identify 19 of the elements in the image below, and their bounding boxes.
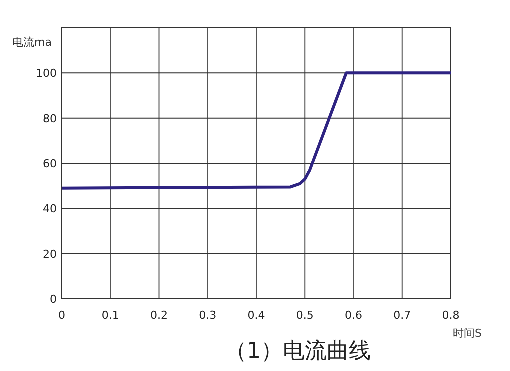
- x-tick-label: 0.2: [150, 309, 168, 322]
- x-tick-label: 0.7: [394, 309, 412, 322]
- x-tick-label: 0.1: [102, 309, 120, 322]
- x-tick-label: 0.5: [296, 309, 314, 322]
- y-tick-label: 40: [43, 202, 57, 216]
- x-tick-label: 0: [58, 309, 66, 322]
- y-tick-label: 0: [50, 293, 57, 306]
- x-tick-label: 0.4: [248, 309, 266, 322]
- y-tick-label: 20: [43, 248, 57, 261]
- y-tick-label: 60: [43, 158, 57, 170]
- x-tick-label: 0.8: [442, 309, 460, 322]
- text: （1）电流曲线: [225, 339, 371, 364]
- y-tick-label: 100: [36, 67, 57, 80]
- x-tick-label: 0.6: [345, 309, 362, 322]
- x-tick-label: 0.3: [199, 309, 217, 322]
- x-axis-title: 时间S: [453, 327, 482, 340]
- y-tick-label: 80: [43, 112, 57, 126]
- line-series: [60, 72, 452, 190]
- y-axis-title: 电流ma: [12, 36, 52, 49]
